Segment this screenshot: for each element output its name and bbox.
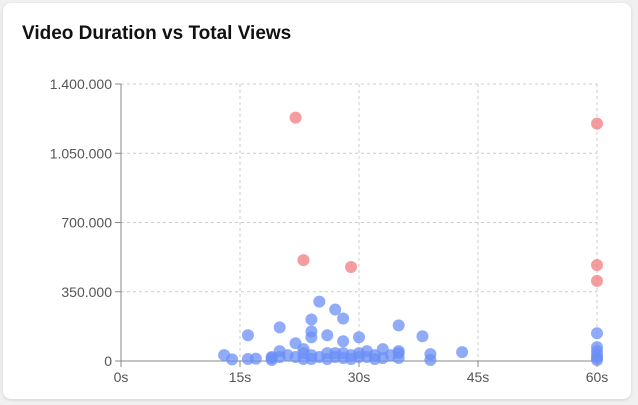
data-point	[305, 331, 318, 344]
data-point	[241, 329, 254, 342]
data-points	[218, 111, 603, 367]
x-tick-label: 30s	[348, 369, 371, 385]
data-point	[226, 353, 239, 366]
data-point	[345, 261, 358, 274]
y-tick-label: 1.050.000	[50, 145, 112, 161]
y-tick-label: 700.000	[61, 215, 112, 231]
y-tick-label: 350.000	[61, 284, 112, 300]
x-tick-label: 0s	[114, 369, 129, 385]
data-point	[329, 303, 342, 316]
data-point	[321, 329, 334, 342]
chart-title: Video Duration vs Total Views	[22, 23, 292, 44]
data-point	[591, 259, 603, 272]
data-point	[591, 274, 603, 287]
data-point	[416, 330, 429, 343]
grid	[121, 83, 598, 361]
data-point	[305, 313, 318, 326]
data-point	[591, 327, 603, 340]
data-point	[392, 319, 405, 332]
x-tick-label: 45s	[467, 369, 490, 385]
data-point	[337, 312, 350, 325]
data-point	[249, 352, 262, 365]
axes	[115, 83, 598, 367]
data-point	[273, 321, 286, 334]
y-tick-label: 1.400.000	[50, 76, 112, 92]
data-point	[456, 346, 469, 359]
data-point	[591, 354, 603, 367]
x-tick-label: 15s	[229, 369, 252, 385]
tick-labels: 0 350.000 700.000 1.050.000 1.400.000 0s 15s 30…	[50, 76, 609, 385]
data-point	[337, 335, 350, 348]
y-tick-label: 0	[104, 353, 112, 369]
data-point	[591, 117, 603, 130]
x-tick-label: 60s	[586, 369, 609, 385]
data-point	[313, 295, 326, 308]
data-point	[289, 111, 302, 124]
data-point	[424, 354, 437, 367]
data-point	[392, 352, 405, 365]
data-point	[353, 331, 365, 344]
data-point	[297, 254, 310, 267]
